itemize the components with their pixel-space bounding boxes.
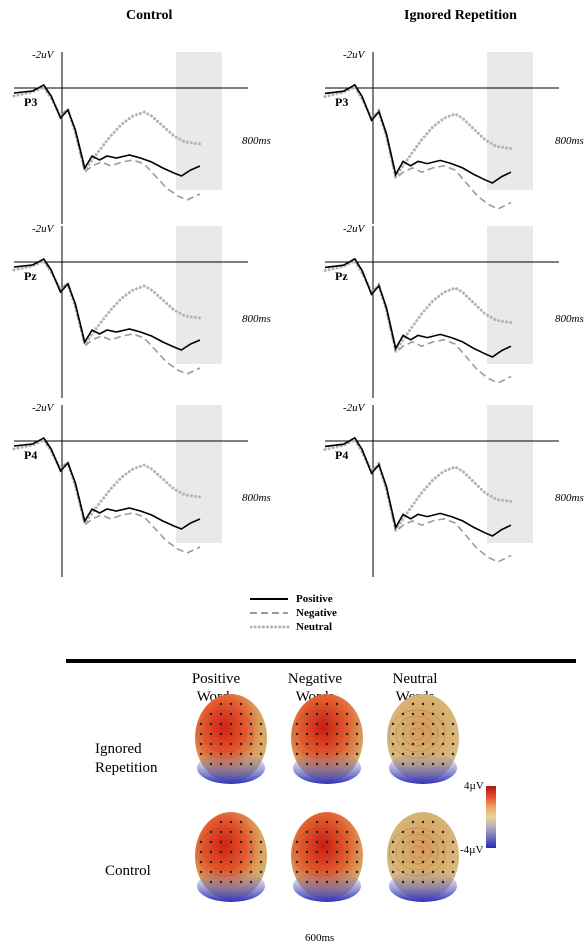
- legend-label: Positive: [296, 593, 333, 605]
- amplitude-label: -2uV: [343, 223, 366, 235]
- electrode-label: P4: [24, 448, 37, 462]
- amplitude-label: -2uV: [32, 223, 55, 235]
- erp-waveform-panels: -2uV P3 800ms -2uV Pz 800ms -2uV P4 800ms -2uV P3 8…: [12, 49, 584, 577]
- topo-map-ignored-negative: [291, 694, 363, 784]
- legend: Positive Negative Neutral: [250, 592, 337, 634]
- series-neutral: [12, 438, 202, 527]
- series-neutral: [12, 259, 202, 348]
- series-positive: [13, 257, 201, 351]
- electrode-label: Pz: [24, 269, 37, 283]
- series-negative: [13, 437, 201, 554]
- time-label: 800ms: [242, 492, 271, 504]
- time-window-shade: [487, 52, 533, 190]
- topo-header-neutral: Neutral Words: [392, 671, 438, 705]
- topo-map-ignored-positive: [195, 694, 267, 784]
- time-window-shade: [176, 52, 222, 190]
- section-divider: [66, 659, 576, 663]
- legend-item-negative: Negative: [250, 606, 337, 620]
- time-label: 800ms: [555, 492, 584, 504]
- series-negative: [324, 258, 512, 384]
- legend-item-neutral: Neutral: [250, 620, 337, 634]
- amplitude-label: -2uV: [32, 402, 55, 414]
- time-label: 800ms: [242, 313, 271, 325]
- series-positive: [324, 83, 512, 184]
- topo-map-ignored-neutral: [387, 694, 459, 784]
- topo-time-label: 600ms: [305, 932, 335, 944]
- series-neutral: [323, 84, 513, 181]
- topo-header-positive: Positive Words: [191, 671, 241, 705]
- series-positive: [13, 436, 201, 530]
- series-positive: [13, 83, 201, 177]
- time-window-shade: [487, 226, 533, 364]
- time-label: 800ms: [555, 313, 584, 325]
- electrode-label: P4: [335, 448, 348, 462]
- series-neutral: [12, 85, 202, 174]
- topo-map-control-neutral: [387, 812, 459, 902]
- electrode-label: Pz: [335, 269, 348, 283]
- legend-label: Negative: [296, 607, 337, 619]
- amplitude-label: -2uV: [32, 49, 55, 61]
- series-neutral: [323, 258, 513, 355]
- legend-label: Neutral: [296, 621, 333, 633]
- series-negative: [324, 84, 512, 210]
- time-window-shade: [176, 405, 222, 543]
- time-label: 800ms: [242, 135, 271, 147]
- topo-map-control-positive: [195, 812, 267, 902]
- topo-row-label-control: Control: [105, 863, 151, 879]
- scale-max-label: 4µV: [464, 780, 484, 792]
- series-positive: [324, 257, 512, 358]
- legend-item-positive: Positive: [250, 592, 337, 606]
- series-neutral: [323, 437, 513, 534]
- amplitude-label: -2uV: [343, 402, 366, 414]
- electrode-label: P3: [335, 95, 348, 109]
- series-positive: [324, 436, 512, 537]
- series-negative: [13, 258, 201, 375]
- time-window-shade: [487, 405, 533, 543]
- color-scale-bar: [486, 786, 496, 848]
- topo-header-negative: Negative Words: [287, 671, 343, 705]
- amplitude-label: -2uV: [343, 49, 366, 61]
- column-title-ignored-repetition: Ignored Repetition: [404, 8, 517, 23]
- time-window-shade: [176, 226, 222, 364]
- topo-map-control-negative: [291, 812, 363, 902]
- time-label: 800ms: [555, 135, 584, 147]
- column-title-control: Control: [126, 8, 173, 23]
- scale-min-label: -4µV: [460, 844, 484, 856]
- topo-row-label-ignored: Ignored Repetition: [95, 741, 158, 776]
- electrode-label: P3: [24, 95, 37, 109]
- series-negative: [13, 84, 201, 201]
- series-negative: [324, 437, 512, 563]
